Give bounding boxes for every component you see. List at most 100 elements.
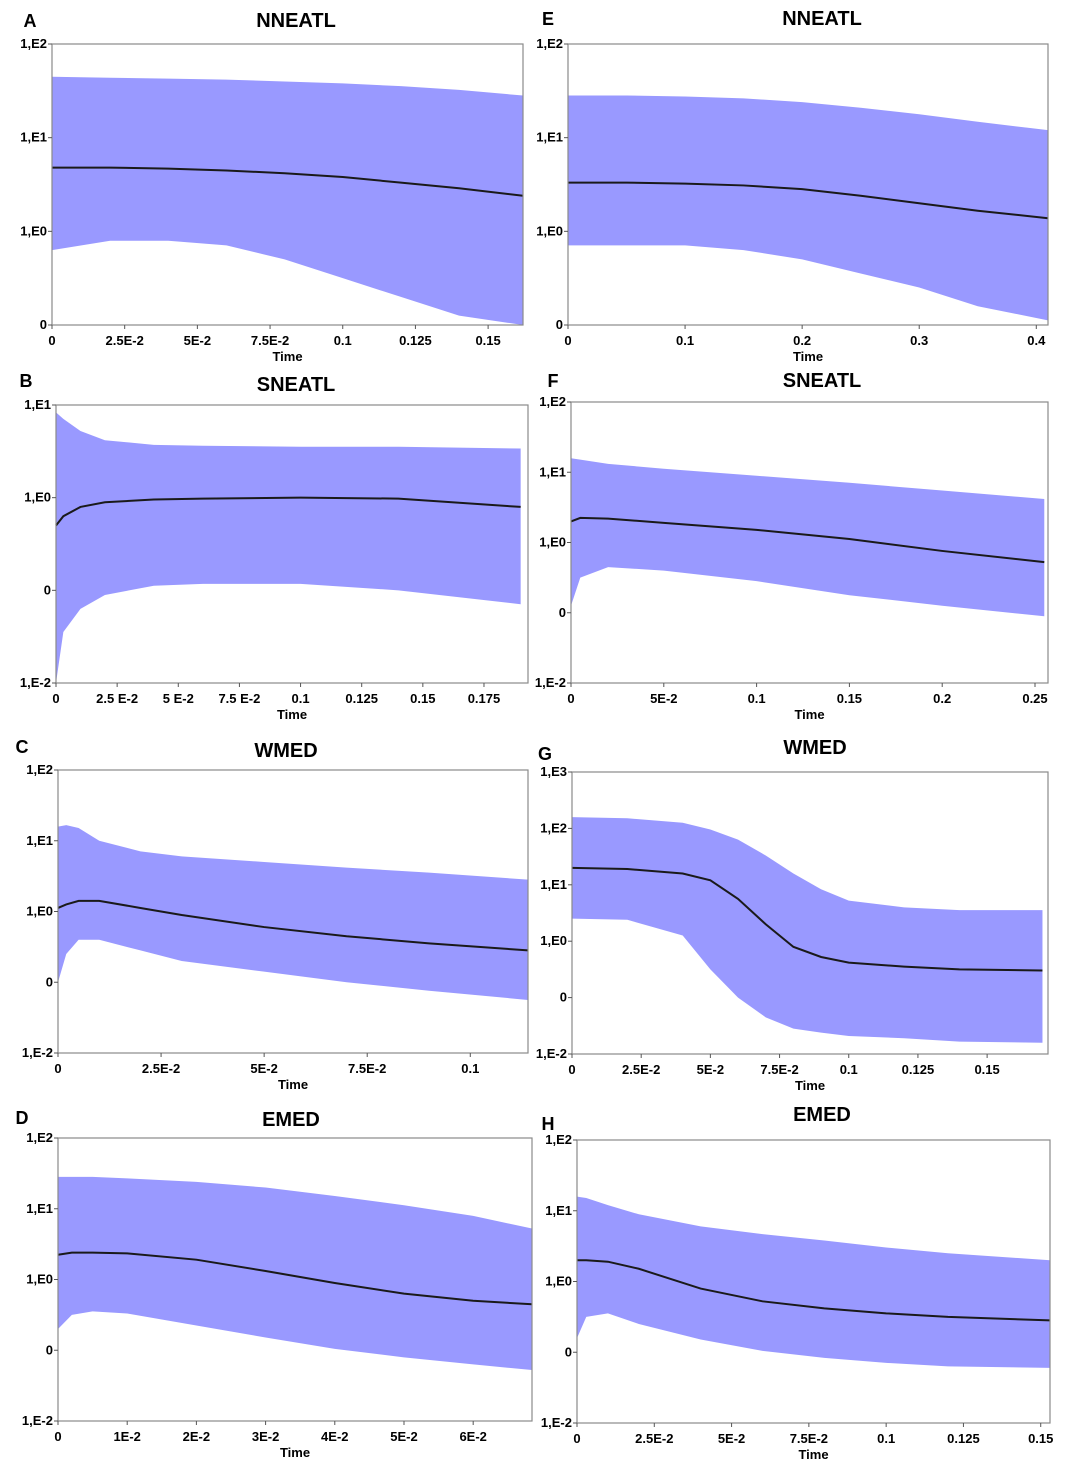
x-tick-label: 0.15 (1028, 1431, 1053, 1446)
x-tick-label: 5E-2 (184, 333, 211, 348)
panel-title: WMED (783, 737, 846, 759)
y-tick-label: 0 (40, 317, 47, 332)
y-tick-label: 1,E0 (545, 1274, 572, 1289)
x-tick-label: 0.1 (461, 1061, 479, 1076)
median-population-line (577, 1259, 1051, 1322)
plot-frame (51, 43, 524, 326)
x-tick-label: 4E-2 (321, 1429, 348, 1444)
x-tick-label: 1E-2 (113, 1429, 140, 1444)
x-tick-label: 0.3 (910, 333, 928, 348)
x-tick-label: 0 (567, 691, 574, 706)
x-tick-label: 5E-2 (718, 1431, 745, 1446)
y-tick-label: 1,E1 (20, 130, 47, 145)
panel-title: EMED (262, 1109, 320, 1131)
x-axis-label: Time (795, 1078, 825, 1093)
x-tick-label: 0.4 (1027, 333, 1046, 348)
y-tick-label: 1,E-2 (20, 675, 51, 690)
x-tick-label: 5E-2 (250, 1061, 277, 1076)
x-tick-label: 0.1 (334, 333, 352, 348)
x-tick-label: 0.15 (974, 1062, 999, 1077)
median-population-line (570, 516, 1045, 564)
x-tick-label: 0.125 (399, 333, 432, 348)
x-tick-label: 7.5 E-2 (218, 691, 260, 706)
panel-letter: A (24, 11, 37, 31)
x-tick-label: 2.5E-2 (635, 1431, 673, 1446)
x-tick-label: 0 (54, 1061, 61, 1076)
y-tick-label: 1,E1 (26, 833, 53, 848)
x-axis-label: Time (793, 349, 823, 364)
x-tick-label: 0.15 (410, 691, 435, 706)
y-tick-label: 1,E-2 (536, 1046, 567, 1061)
panel-title: NNEATL (782, 8, 862, 30)
x-axis-label: Time (798, 1447, 828, 1460)
plot-frame (571, 771, 1049, 1055)
x-tick-label: 0.15 (475, 333, 500, 348)
x-tick-label: 0.1 (676, 333, 694, 348)
x-axis-label: Time (278, 1077, 308, 1092)
hpd-interval-band (58, 1176, 532, 1371)
x-tick-label: 5 E-2 (163, 691, 194, 706)
y-tick-label: 0 (556, 317, 563, 332)
panel-title: EMED (793, 1104, 851, 1126)
x-tick-label: 3E-2 (252, 1429, 279, 1444)
hpd-interval-band (571, 458, 1045, 617)
panel-letter: C (16, 737, 29, 757)
y-tick-label: 1,E1 (24, 397, 51, 412)
x-tick-label: 0.175 (468, 691, 501, 706)
median-population-line (57, 899, 529, 952)
plot-frame (567, 43, 1049, 326)
y-tick-label: 1,E-2 (22, 1413, 53, 1428)
x-tick-label: 6E-2 (459, 1429, 486, 1444)
plot-frame (55, 404, 529, 684)
x-tick-label: 0.125 (947, 1431, 980, 1446)
median-population-line (571, 866, 1043, 972)
x-tick-label: 0 (54, 1429, 61, 1444)
y-tick-label: 1,E3 (540, 764, 567, 779)
panel-title: SNEATL (257, 374, 336, 396)
x-tick-label: 0.1 (748, 691, 766, 706)
x-tick-label: 0 (568, 1062, 575, 1077)
y-tick-label: 1,E2 (536, 36, 563, 51)
x-tick-label: 7.5E-2 (790, 1431, 828, 1446)
panel-letter: H (542, 1114, 555, 1134)
hpd-interval-band (52, 76, 523, 326)
y-tick-label: 1,E-2 (22, 1045, 53, 1060)
median-population-line (568, 181, 1049, 220)
y-tick-label: 1,E1 (26, 1201, 53, 1216)
panel-letter: F (548, 371, 559, 391)
x-tick-label: 2.5E-2 (622, 1062, 660, 1077)
x-tick-label: 7.5E-2 (251, 333, 289, 348)
y-tick-label: 1,E1 (539, 464, 566, 479)
y-tick-label: 1,E1 (540, 877, 567, 892)
x-tick-label: 0 (52, 691, 59, 706)
x-tick-label: 7.5E-2 (348, 1061, 386, 1076)
x-tick-label: 7.5E-2 (760, 1062, 798, 1077)
y-tick-label: 1,E1 (536, 130, 563, 145)
x-tick-label: 0 (564, 333, 571, 348)
panel-e: E NNEATL 0 1,E0 1,E1 1,E2 0 0.1 0.2 0.3 0.4 Time (536, 8, 1049, 364)
hpd-interval-band (58, 825, 528, 1000)
y-tick-label: 0 (565, 1344, 572, 1359)
y-tick-label: 1,E2 (20, 36, 47, 51)
y-tick-label: 1,E-2 (541, 1415, 572, 1430)
y-tick-label: 1,E0 (26, 1272, 53, 1287)
panel-title: NNEATL (256, 10, 336, 32)
x-axis-label: Time (272, 349, 302, 364)
x-tick-label: 0.2 (793, 333, 811, 348)
x-tick-label: 0.125 (902, 1062, 935, 1077)
x-tick-label: 0.25 (1022, 691, 1047, 706)
x-tick-label: 0 (573, 1431, 580, 1446)
x-tick-label: 0.1 (292, 691, 310, 706)
y-tick-label: 1,E2 (26, 1130, 53, 1145)
y-tick-label: 1,E1 (545, 1203, 572, 1218)
x-tick-label: 5E-2 (390, 1429, 417, 1444)
panel-letter: G (538, 744, 552, 764)
median-population-line (52, 166, 524, 197)
